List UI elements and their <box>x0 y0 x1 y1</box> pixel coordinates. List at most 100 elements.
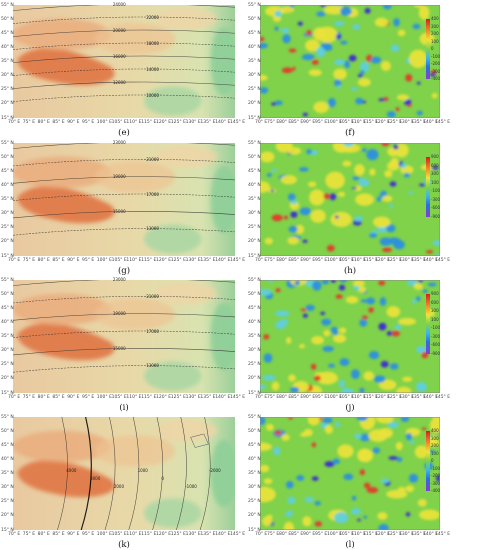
lon-tick-label: 125° E <box>387 120 403 125</box>
lat-tick-label: 45° N <box>1 305 14 311</box>
lon-tick-label: 75° E <box>267 532 280 537</box>
legend-label: 300 <box>431 23 439 29</box>
legend-label: 200 <box>431 31 439 36</box>
lon-tick-label: 130° E <box>185 395 201 400</box>
lon-tick-label: 115° E <box>141 120 157 125</box>
lat-tick-label: 55° N <box>1 414 14 420</box>
color-legend <box>426 157 430 217</box>
lon-tick-label: 140° E <box>423 395 439 400</box>
lon-tick-label: 85° E <box>52 395 65 400</box>
legend-label: 600 <box>431 299 439 305</box>
anomaly-map <box>260 280 440 393</box>
lon-tick-label: 95° E <box>82 395 95 400</box>
lon-tick-label: 85° E <box>52 120 65 125</box>
lon-tick-label: 105° E <box>111 395 127 400</box>
lon-tick-label: 95° E <box>315 258 328 263</box>
lat-tick-label: 50° N <box>1 428 14 434</box>
map-panel <box>260 417 440 530</box>
lon-tick-label: 70° E <box>255 532 268 537</box>
lon-tick-label: 110° E <box>126 532 142 537</box>
panel-caption: (i) <box>119 403 129 413</box>
lon-tick-label: 95° E <box>82 258 95 263</box>
lat-tick-label: 25° N <box>1 499 14 505</box>
lon-tick-label: 100° E <box>96 120 112 125</box>
lon-tick-label: 120° E <box>156 395 172 400</box>
lon-tick-label: 140° E <box>423 120 439 125</box>
lat-tick-label: 25° N <box>248 499 261 505</box>
lat-tick-label: 25° N <box>248 87 261 93</box>
lat-tick-label: 15° N <box>248 253 261 259</box>
lon-tick-label: 130° E <box>399 120 415 125</box>
map-panel: 23000 21000 19000 17000 15000 13000 <box>13 277 235 393</box>
lon-tick-label: 105° E <box>339 532 355 537</box>
map-panel: 23000 21000 19000 17000 15000 13000 <box>13 139 235 256</box>
lat-tick-label: 55° N <box>1 277 14 283</box>
lat-tick-label: 45° N <box>248 442 261 448</box>
legend-label: -600 <box>431 205 441 211</box>
lon-tick-label: 110° E <box>351 532 367 537</box>
lon-tick-label: 85° E <box>291 120 304 125</box>
lon-tick-label: 130° E <box>399 532 415 537</box>
legend-label: -200 <box>431 473 441 478</box>
legend-label: 100 <box>431 316 439 322</box>
lat-tick-label: 20° N <box>248 376 261 382</box>
contour-label: 22000 <box>146 14 159 20</box>
legend-label: 0 <box>431 46 434 51</box>
lon-tick-label: 110° E <box>126 395 142 400</box>
lon-tick-label: 135° E <box>200 532 216 537</box>
lon-tick-label: 115° E <box>363 395 379 400</box>
lat-tick-label: 40° N <box>248 182 261 188</box>
lon-tick-label: 80° E <box>37 120 50 125</box>
lon-tick-label: 75° E <box>22 120 36 125</box>
lon-tick-label: 90° E <box>67 258 80 263</box>
contour-label: 24000 <box>112 1 126 7</box>
lon-tick-label: 100° E <box>327 120 343 125</box>
lat-tick-label: 35° N <box>1 334 14 339</box>
terrain-map <box>13 417 235 530</box>
lon-tick-label: 145° E <box>435 395 451 400</box>
lat-tick-label: 25° N <box>1 87 14 93</box>
terrain-map <box>13 280 235 393</box>
lat-tick-label: 50° N <box>248 428 261 434</box>
contour-label: 15000 <box>112 208 126 214</box>
lon-tick-label: 75° E <box>22 395 36 400</box>
lat-tick-label: 55° N <box>1 2 14 8</box>
lon-tick-label: 90° E <box>67 120 80 125</box>
lat-tick-label: 50° N <box>1 291 14 297</box>
lat-tick-label: 20° N <box>248 513 261 519</box>
lon-tick-label: 135° E <box>200 258 216 263</box>
contour-label: 21000 <box>146 293 159 299</box>
lon-tick-label: 95° E <box>315 395 328 400</box>
map-panel: 4000 3000 2000 1000 0 -1000 -2000 <box>13 417 235 530</box>
lon-tick-label: 70° E <box>255 120 268 125</box>
contour-label: 20000 <box>112 27 126 33</box>
lon-tick-label: 85° E <box>291 395 304 400</box>
lon-tick-label: 125° E <box>387 395 403 400</box>
lat-tick-label: 15° N <box>1 390 14 396</box>
color-legend <box>426 19 430 79</box>
lat-tick-label: 50° N <box>248 291 261 297</box>
contour-label: 23000 <box>112 139 126 145</box>
legend-label: -300 <box>431 68 441 74</box>
lat-tick-label: 45° N <box>248 305 261 311</box>
legend-label: -100 <box>431 188 441 194</box>
lon-tick-label: 110° E <box>126 120 142 125</box>
terrain-map <box>13 5 235 118</box>
lat-tick-label: 30° N <box>248 211 261 217</box>
lon-tick-label: 80° E <box>37 395 50 400</box>
lat-tick-label: 25° N <box>248 225 261 231</box>
lon-tick-label: 75° E <box>267 258 280 263</box>
lat-tick-label: 20° N <box>1 513 14 519</box>
lon-tick-label: 85° E <box>291 532 304 537</box>
lon-tick-label: 130° E <box>185 258 201 263</box>
lon-tick-label: 135° E <box>411 532 427 537</box>
lat-tick-label: 35° N <box>1 59 14 64</box>
lat-tick-label: 40° N <box>248 319 261 325</box>
lon-tick-label: 95° E <box>82 120 95 125</box>
lat-tick-label: 20° N <box>1 101 14 107</box>
lon-tick-label: 130° E <box>399 258 415 263</box>
lat-tick-label: 20° N <box>1 376 14 382</box>
lat-tick-label: 40° N <box>1 319 14 325</box>
lon-tick-label: 105° E <box>111 258 127 263</box>
lon-tick-label: 125° E <box>170 395 186 400</box>
